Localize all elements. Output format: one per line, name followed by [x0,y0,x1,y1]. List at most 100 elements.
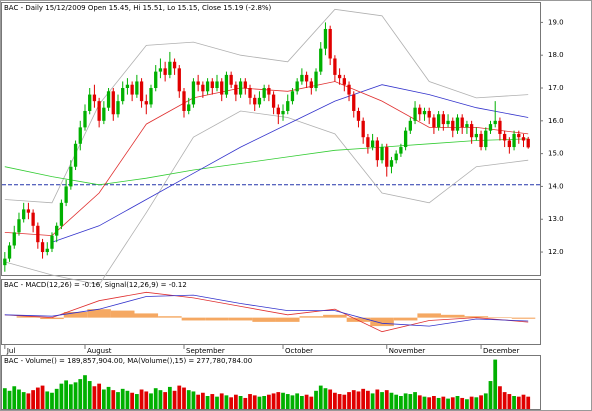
volume-bar [50,392,54,409]
volume-bar [417,395,422,409]
volume-bar [167,386,172,409]
candle-body [479,133,483,148]
candle-body [125,84,130,89]
volume-bar [309,396,314,409]
volume-bar [314,390,318,409]
candle-body [493,120,497,125]
candle-body [370,140,375,148]
volume-bar [446,398,450,409]
histogram-bar [252,317,276,322]
histogram-bar [87,309,111,318]
volume-bar [116,392,120,409]
candle-body [55,225,59,236]
candle-body [196,81,200,85]
volume-bar [389,392,394,409]
candle-body [304,74,309,82]
x-tick-label: August [87,347,112,355]
y-tick-label: 15.0 [548,150,564,158]
candle-body [408,120,412,131]
candle-body [144,101,148,105]
candle-body [243,81,247,89]
volume-bar [337,394,342,409]
candle-body [502,133,507,141]
volume-bar [281,392,285,409]
histogram-bar [134,313,159,318]
candle-body [50,235,54,249]
candle-body [469,124,474,138]
histogram-bar [205,317,229,321]
histogram-bar [63,312,88,318]
volume-bar [130,392,135,409]
volume-bar [172,390,177,409]
volume-bar [469,396,474,409]
candle-body [309,81,313,89]
candle-body [413,107,417,121]
volume-bar [394,394,399,409]
histogram-bar [181,317,206,321]
overlay-line [4,8,529,204]
volume-bar [191,391,196,409]
candle-body [512,133,516,148]
candle-body [333,58,337,75]
y-tick-label: 16.0 [548,117,564,125]
histogram-bar [16,316,41,318]
volume-bar [163,392,168,409]
volume-bar [83,375,87,409]
candle-body [121,88,125,102]
volume-bar [144,391,149,409]
histogram-bar [511,317,536,319]
candle-body [73,143,78,167]
volume-bar [149,393,153,409]
candle-body [314,71,318,89]
volume-bar [17,389,21,409]
candle-body [205,81,210,92]
volume-bar [87,381,92,409]
volume-bar [413,392,417,409]
candle-body [149,88,153,105]
volume-bar [262,396,267,409]
volume-bar [233,394,238,409]
candle-body [172,61,177,69]
candle-body [187,104,191,111]
candle-body [130,84,134,95]
volume-bar [21,392,26,409]
candle-body [432,117,436,128]
candle-body [498,120,502,134]
volume-bar [26,393,31,409]
volume-bar [493,359,498,409]
candle-body [446,120,450,125]
candle-body [22,209,26,220]
candle-body [286,101,290,111]
volume-bar [238,396,243,409]
candle-body [427,110,431,118]
candle-body [215,81,219,89]
candle-body [257,97,262,105]
candle-body [262,88,266,98]
candle-body [31,212,35,226]
histogram-bar [346,317,371,322]
volume-bar [436,397,441,409]
volume-bar [59,383,64,409]
volume-bar [366,390,370,409]
volume-bar [427,397,432,409]
y-tick-label: 13.0 [548,215,564,223]
volume-bar [507,394,512,409]
histogram-bar [417,313,441,318]
candle-body [271,94,276,108]
volume-bar [7,390,12,409]
candle-body [12,232,16,246]
candle-body [290,91,295,102]
volume-bar [441,396,446,409]
volume-bar [106,386,111,409]
candle-body [526,138,530,148]
candle-body [224,74,229,95]
volume-bar [474,397,479,409]
overlay-line [51,84,529,243]
y-tick-label: 12.0 [548,248,564,256]
volume-bar [248,394,252,409]
histogram-bar [299,316,324,318]
volume-bar [257,396,262,409]
candle-body [460,117,464,128]
volume-bar [73,382,78,409]
candle-body [295,81,299,92]
